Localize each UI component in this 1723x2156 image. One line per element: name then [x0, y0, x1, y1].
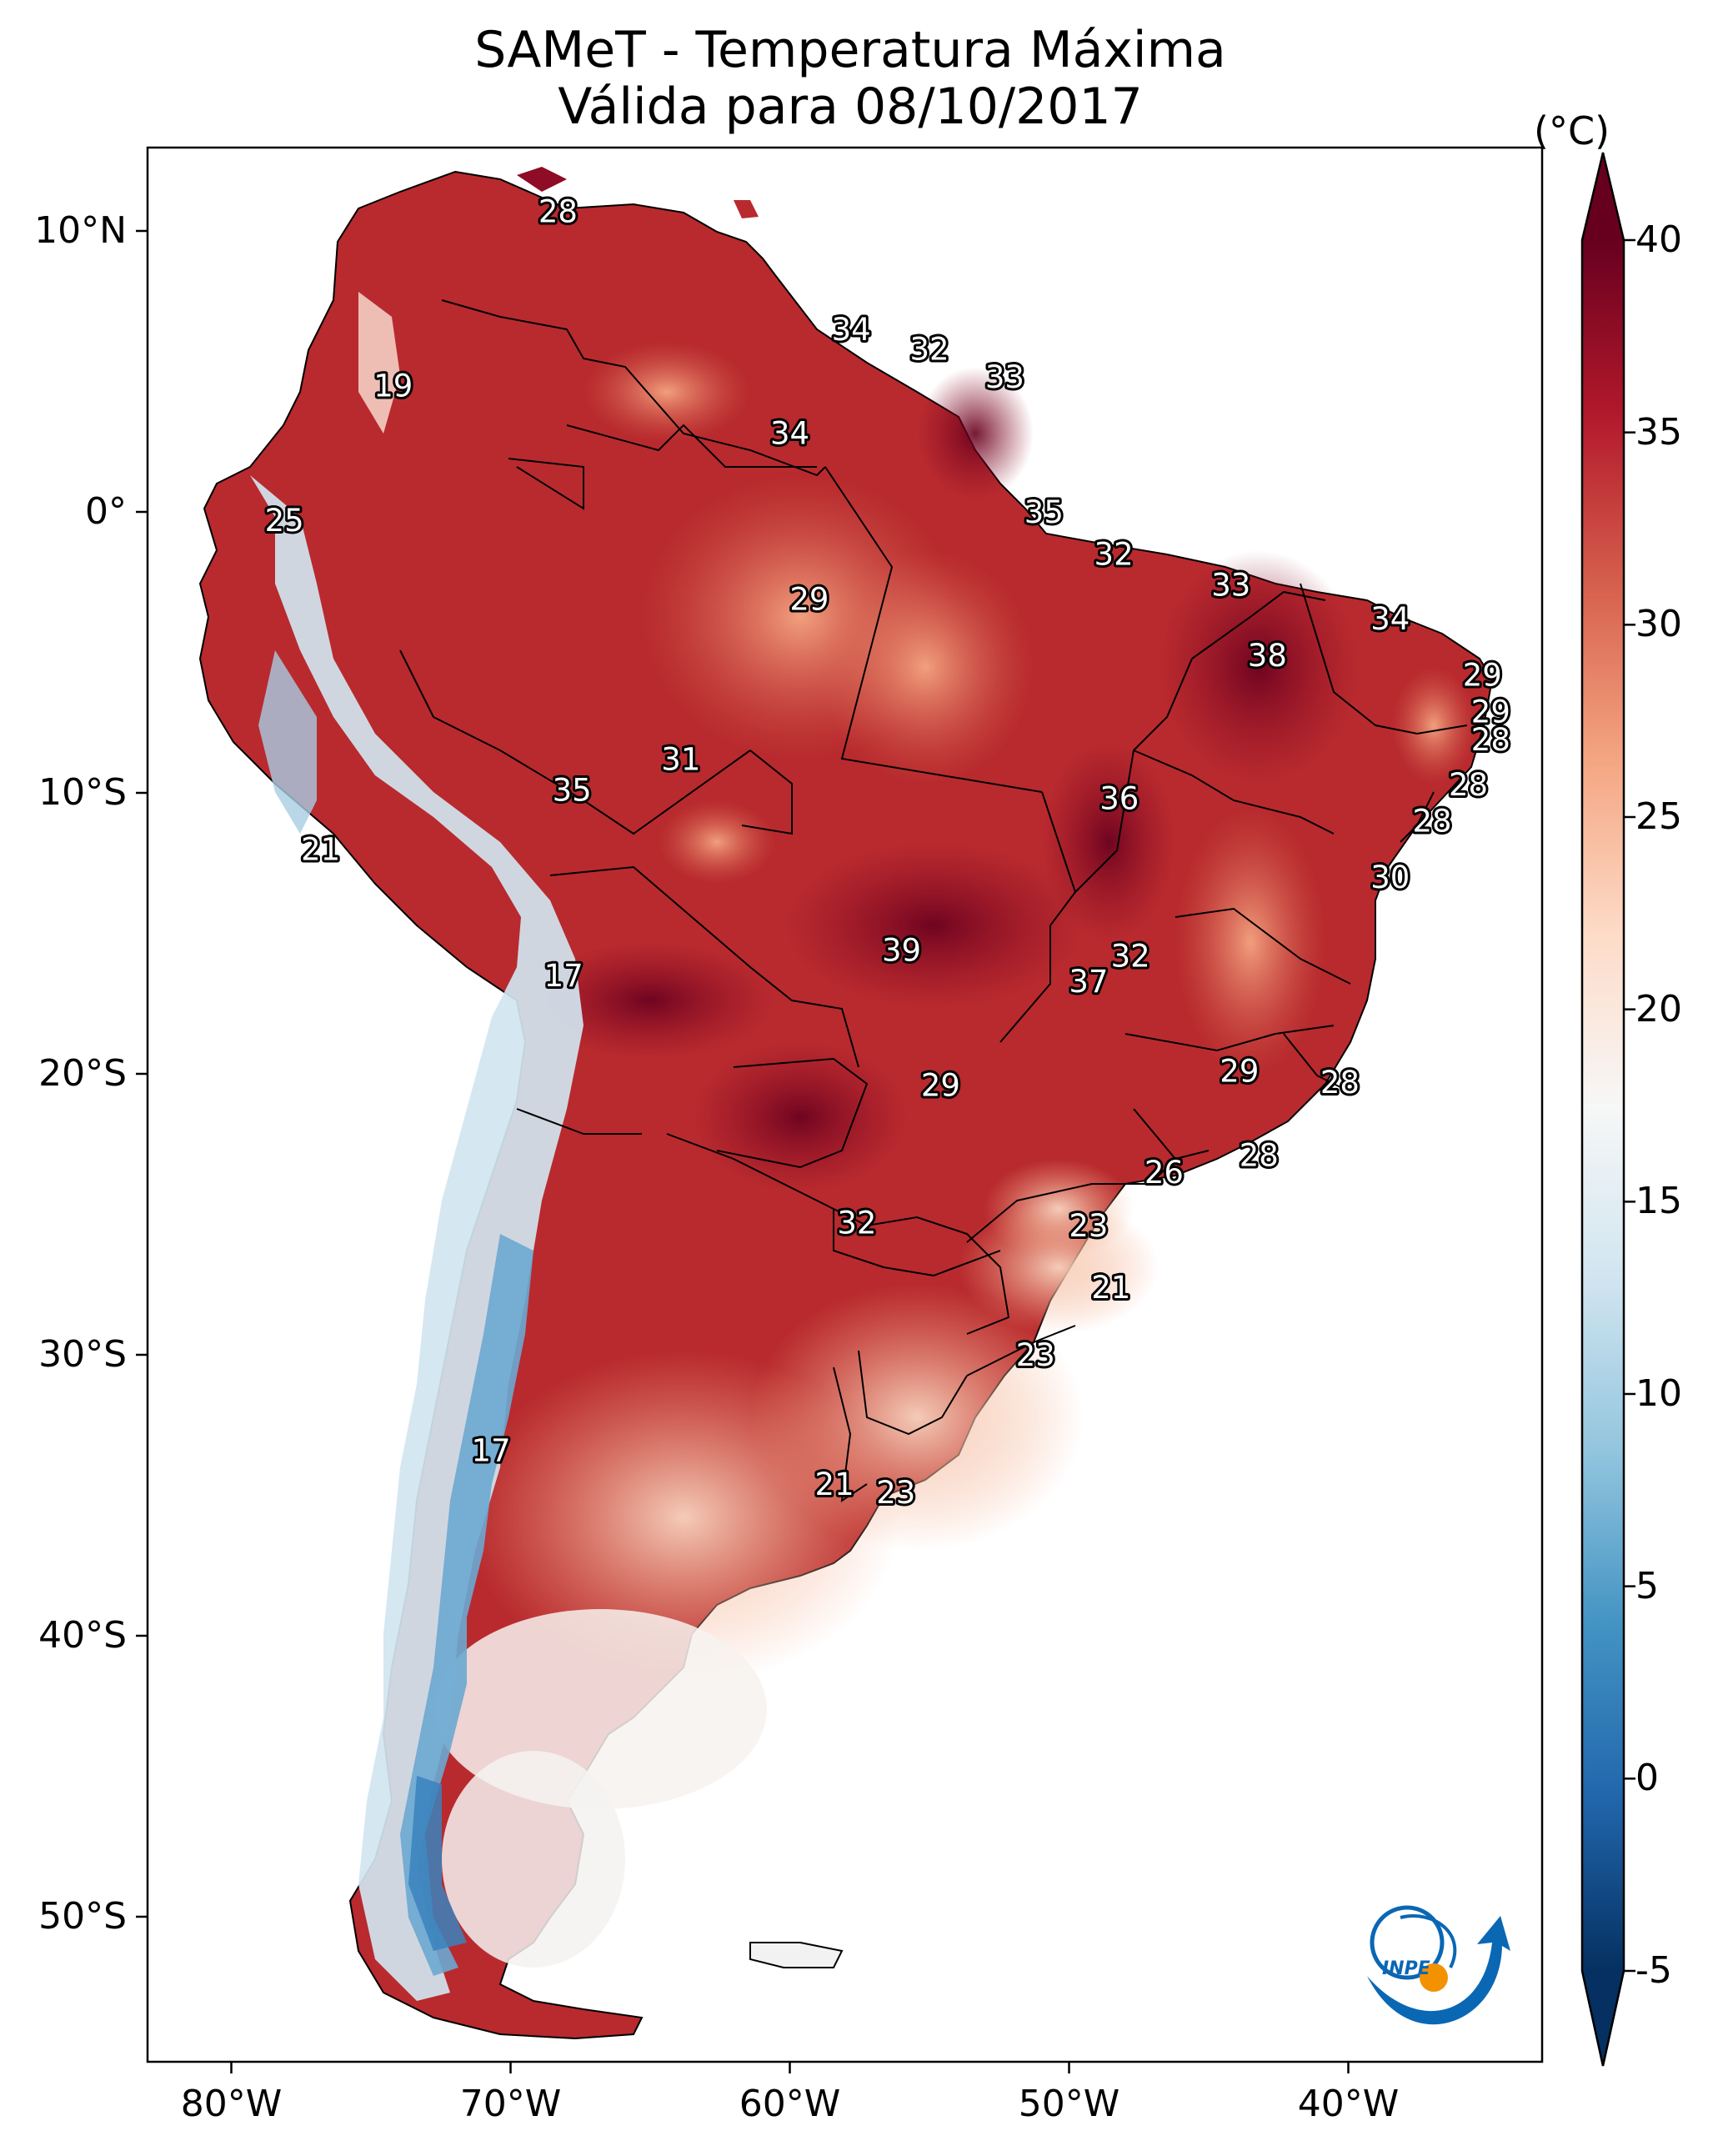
inpe-logo: INPE — [1367, 1905, 1510, 2025]
temperature-label: 28 — [1240, 1138, 1279, 1174]
colorbar-tick-label: 0 — [1635, 1757, 1659, 1800]
temperature-label: 25 — [265, 503, 304, 539]
temperature-label: 34 — [832, 312, 871, 348]
latitude-tick-label: 20°S — [38, 1052, 127, 1095]
temperature-label: 29 — [1471, 694, 1510, 730]
inpe-logo-text: INPE — [1382, 1958, 1430, 1979]
temperature-label: 21 — [301, 831, 340, 867]
temperature-label: 29 — [921, 1067, 960, 1103]
temperature-label: 17 — [472, 1433, 511, 1469]
temperature-label: 29 — [1220, 1054, 1259, 1090]
colorbar-min-arrow — [1582, 1971, 1624, 2066]
temperature-label: 28 — [1471, 722, 1510, 758]
temperature-label: 21 — [815, 1467, 854, 1502]
colorbar-tick-label: 20 — [1635, 987, 1682, 1030]
latitude-tick-label: 10°N — [34, 209, 127, 252]
temperature-label: 23 — [1016, 1337, 1055, 1373]
temperature-label: 23 — [876, 1475, 915, 1511]
temperature-label: 21 — [1091, 1270, 1130, 1306]
colorbar-unit: (°C) — [1534, 108, 1610, 153]
temperature-label: 35 — [1024, 494, 1064, 530]
latitude-tick-label: 30°S — [38, 1333, 127, 1376]
longitude-tick-label: 80°W — [180, 2083, 283, 2125]
map-axes-frame — [146, 146, 1544, 2063]
colorbar-tick-label: -5 — [1635, 1949, 1672, 1992]
temperature-label: 34 — [770, 416, 809, 452]
temperature-label: 26 — [1144, 1155, 1184, 1191]
temperature-label: 34 — [1370, 601, 1410, 637]
latitude-tick-label: 50°S — [38, 1895, 127, 1938]
colorbar-tick-label: 10 — [1635, 1372, 1682, 1415]
temperature-label: 19 — [373, 368, 413, 404]
temperature-label: 29 — [1463, 657, 1502, 693]
colorbar-tick-label: 35 — [1635, 410, 1682, 454]
temperature-label: 30 — [1370, 860, 1410, 895]
colorbar-gradient — [1582, 240, 1624, 1971]
map-subtitle: Válida para 08/10/2017 — [558, 78, 1143, 136]
colorbar-tick-label: 30 — [1635, 603, 1682, 646]
temperature-label: 28 — [1320, 1065, 1360, 1101]
temperature-label: 32 — [1111, 938, 1150, 974]
longitude-tick-label: 50°W — [1018, 2083, 1120, 2125]
temperature-label: 23 — [1069, 1208, 1108, 1244]
temperature-label: 33 — [1211, 568, 1250, 604]
map-title: SAMeT - Temperatura Máxima — [474, 21, 1226, 79]
temperature-label: 28 — [1412, 804, 1451, 840]
colorbar — [1580, 152, 1635, 2067]
temperature-label: 38 — [1248, 638, 1287, 674]
colorbar-tick-label: 25 — [1635, 795, 1682, 838]
colorbar-tick-label: 15 — [1635, 1180, 1682, 1223]
longitude-tick-label: 40°W — [1297, 2083, 1400, 2125]
longitude-tick-label: 60°W — [739, 2083, 841, 2125]
latitude-tick-label: 10°S — [38, 771, 127, 814]
andes-cold-strip — [250, 475, 584, 2001]
longitude-tick-label: 70°W — [459, 2083, 562, 2125]
colorbar-tick-label: 5 — [1635, 1564, 1659, 1607]
temperature-label: 39 — [882, 933, 921, 969]
temperature-label: 32 — [837, 1206, 876, 1241]
temperature-label: 35 — [553, 773, 592, 809]
temperature-label: 37 — [1069, 964, 1108, 1000]
colorbar-max-arrow — [1582, 153, 1624, 240]
latitude-tick-label: 0° — [85, 490, 127, 533]
temperature-label: 31 — [661, 742, 700, 778]
temperature-label: 28 — [538, 193, 578, 229]
latitude-tick-label: 40°S — [38, 1614, 127, 1657]
temperature-label: 17 — [544, 958, 584, 994]
temperature-label: 28 — [1449, 767, 1488, 803]
temperature-label: 33 — [985, 359, 1024, 395]
temperature-label: 32 — [909, 332, 949, 368]
temperature-label: 29 — [789, 581, 829, 617]
country-borders — [399, 299, 1468, 1503]
colorbar-tick-label: 40 — [1635, 218, 1682, 261]
temperature-label: 32 — [1094, 537, 1134, 573]
temperature-label: 36 — [1099, 781, 1139, 817]
